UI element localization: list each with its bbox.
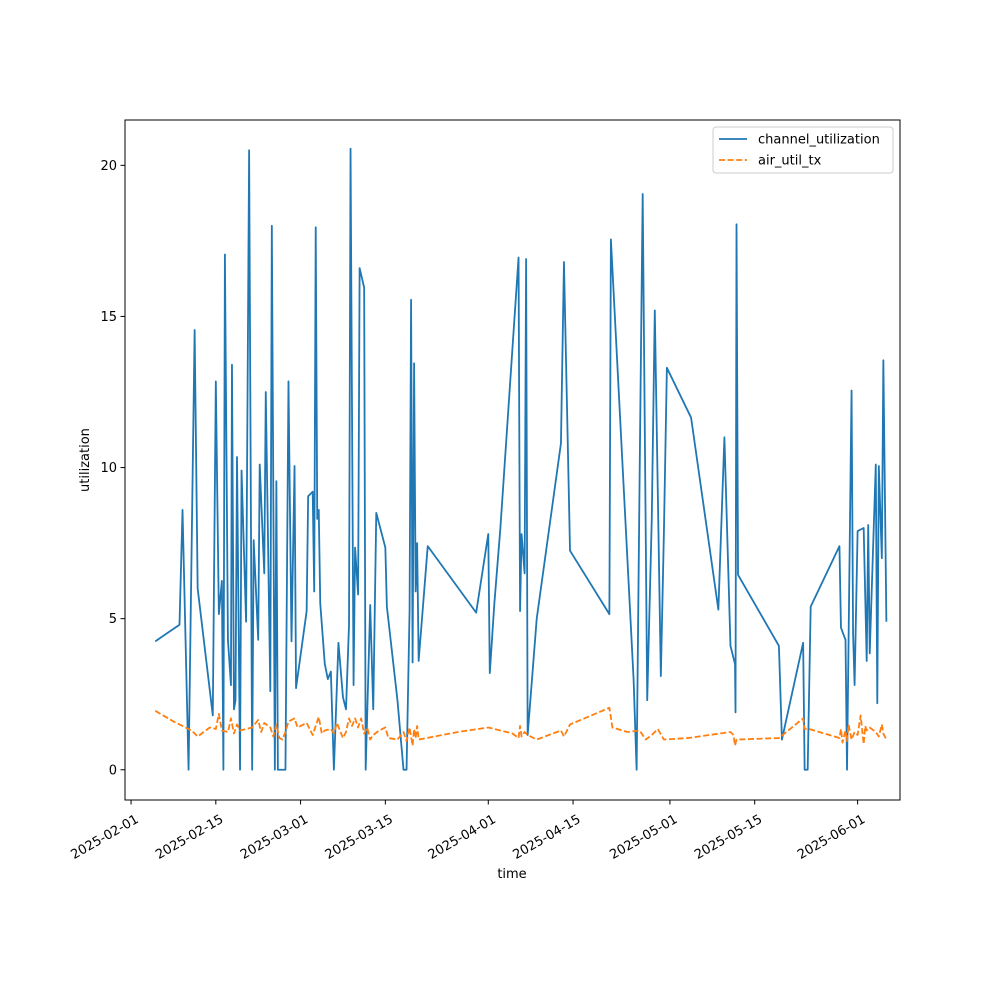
series-line-channel-utilization xyxy=(154,147,888,771)
x-axis-label: time xyxy=(497,867,526,882)
legend: channel_utilization air_util_tx xyxy=(712,126,894,174)
series-line-air-util-tx xyxy=(154,706,888,747)
x-axis: 2025-02-01 2025-02-15 2025-03-01 2025-03-15… xyxy=(69,800,868,863)
plot-frame xyxy=(124,119,901,801)
legend-box xyxy=(712,126,894,174)
x-tick-label: 2025-06-01 xyxy=(795,812,868,863)
y-tick-label: 5 xyxy=(109,612,117,627)
y-tick-label: 15 xyxy=(100,310,117,325)
x-tick-label: 2025-03-15 xyxy=(323,812,396,863)
legend-label-air-util-tx: air_util_tx xyxy=(758,154,822,169)
x-tick-label: 2025-04-15 xyxy=(511,812,584,863)
y-tick-label: 0 xyxy=(109,763,117,778)
series-layer xyxy=(154,147,888,771)
x-tick-label: 2025-04-01 xyxy=(426,812,499,863)
legend-label-channel-utilization: channel_utilization xyxy=(758,133,880,148)
y-tick-label: 20 xyxy=(100,159,117,174)
y-axis-label: utilization xyxy=(78,428,93,492)
y-axis: 0 5 10 15 20 xyxy=(100,159,125,778)
x-tick-label: 2025-05-15 xyxy=(692,812,765,863)
x-tick-label: 2025-03-01 xyxy=(238,812,311,863)
y-tick-label: 10 xyxy=(100,461,117,476)
x-tick-label: 2025-02-01 xyxy=(69,812,142,863)
x-tick-label: 2025-05-01 xyxy=(607,812,680,863)
x-tick-label: 2025-02-15 xyxy=(153,812,226,863)
